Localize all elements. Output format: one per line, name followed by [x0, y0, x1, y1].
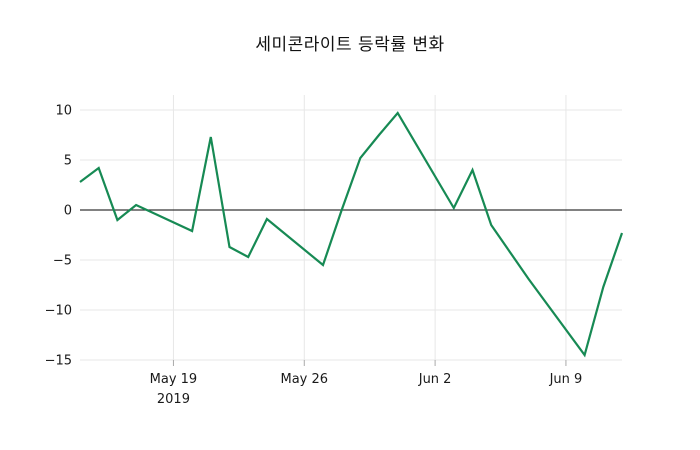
- x-axis-year-label: 2019: [157, 392, 190, 407]
- x-tick-label: May 19: [150, 372, 198, 387]
- x-tick-label: May 26: [280, 372, 328, 387]
- price-change-line: [79, 111, 624, 358]
- y-tick-label: −5: [53, 254, 72, 269]
- y-tick-label: −15: [45, 354, 72, 369]
- x-tick-label: Jun 9: [549, 372, 583, 387]
- y-tick-label: 0: [64, 204, 72, 219]
- y-tick-label: −10: [45, 304, 72, 319]
- x-tick-label: Jun 2: [418, 372, 452, 387]
- y-tick-label: 5: [64, 154, 72, 169]
- chart-title: 세미콘라이트 등락률 변화: [255, 35, 445, 55]
- y-tick-label: 10: [55, 104, 72, 119]
